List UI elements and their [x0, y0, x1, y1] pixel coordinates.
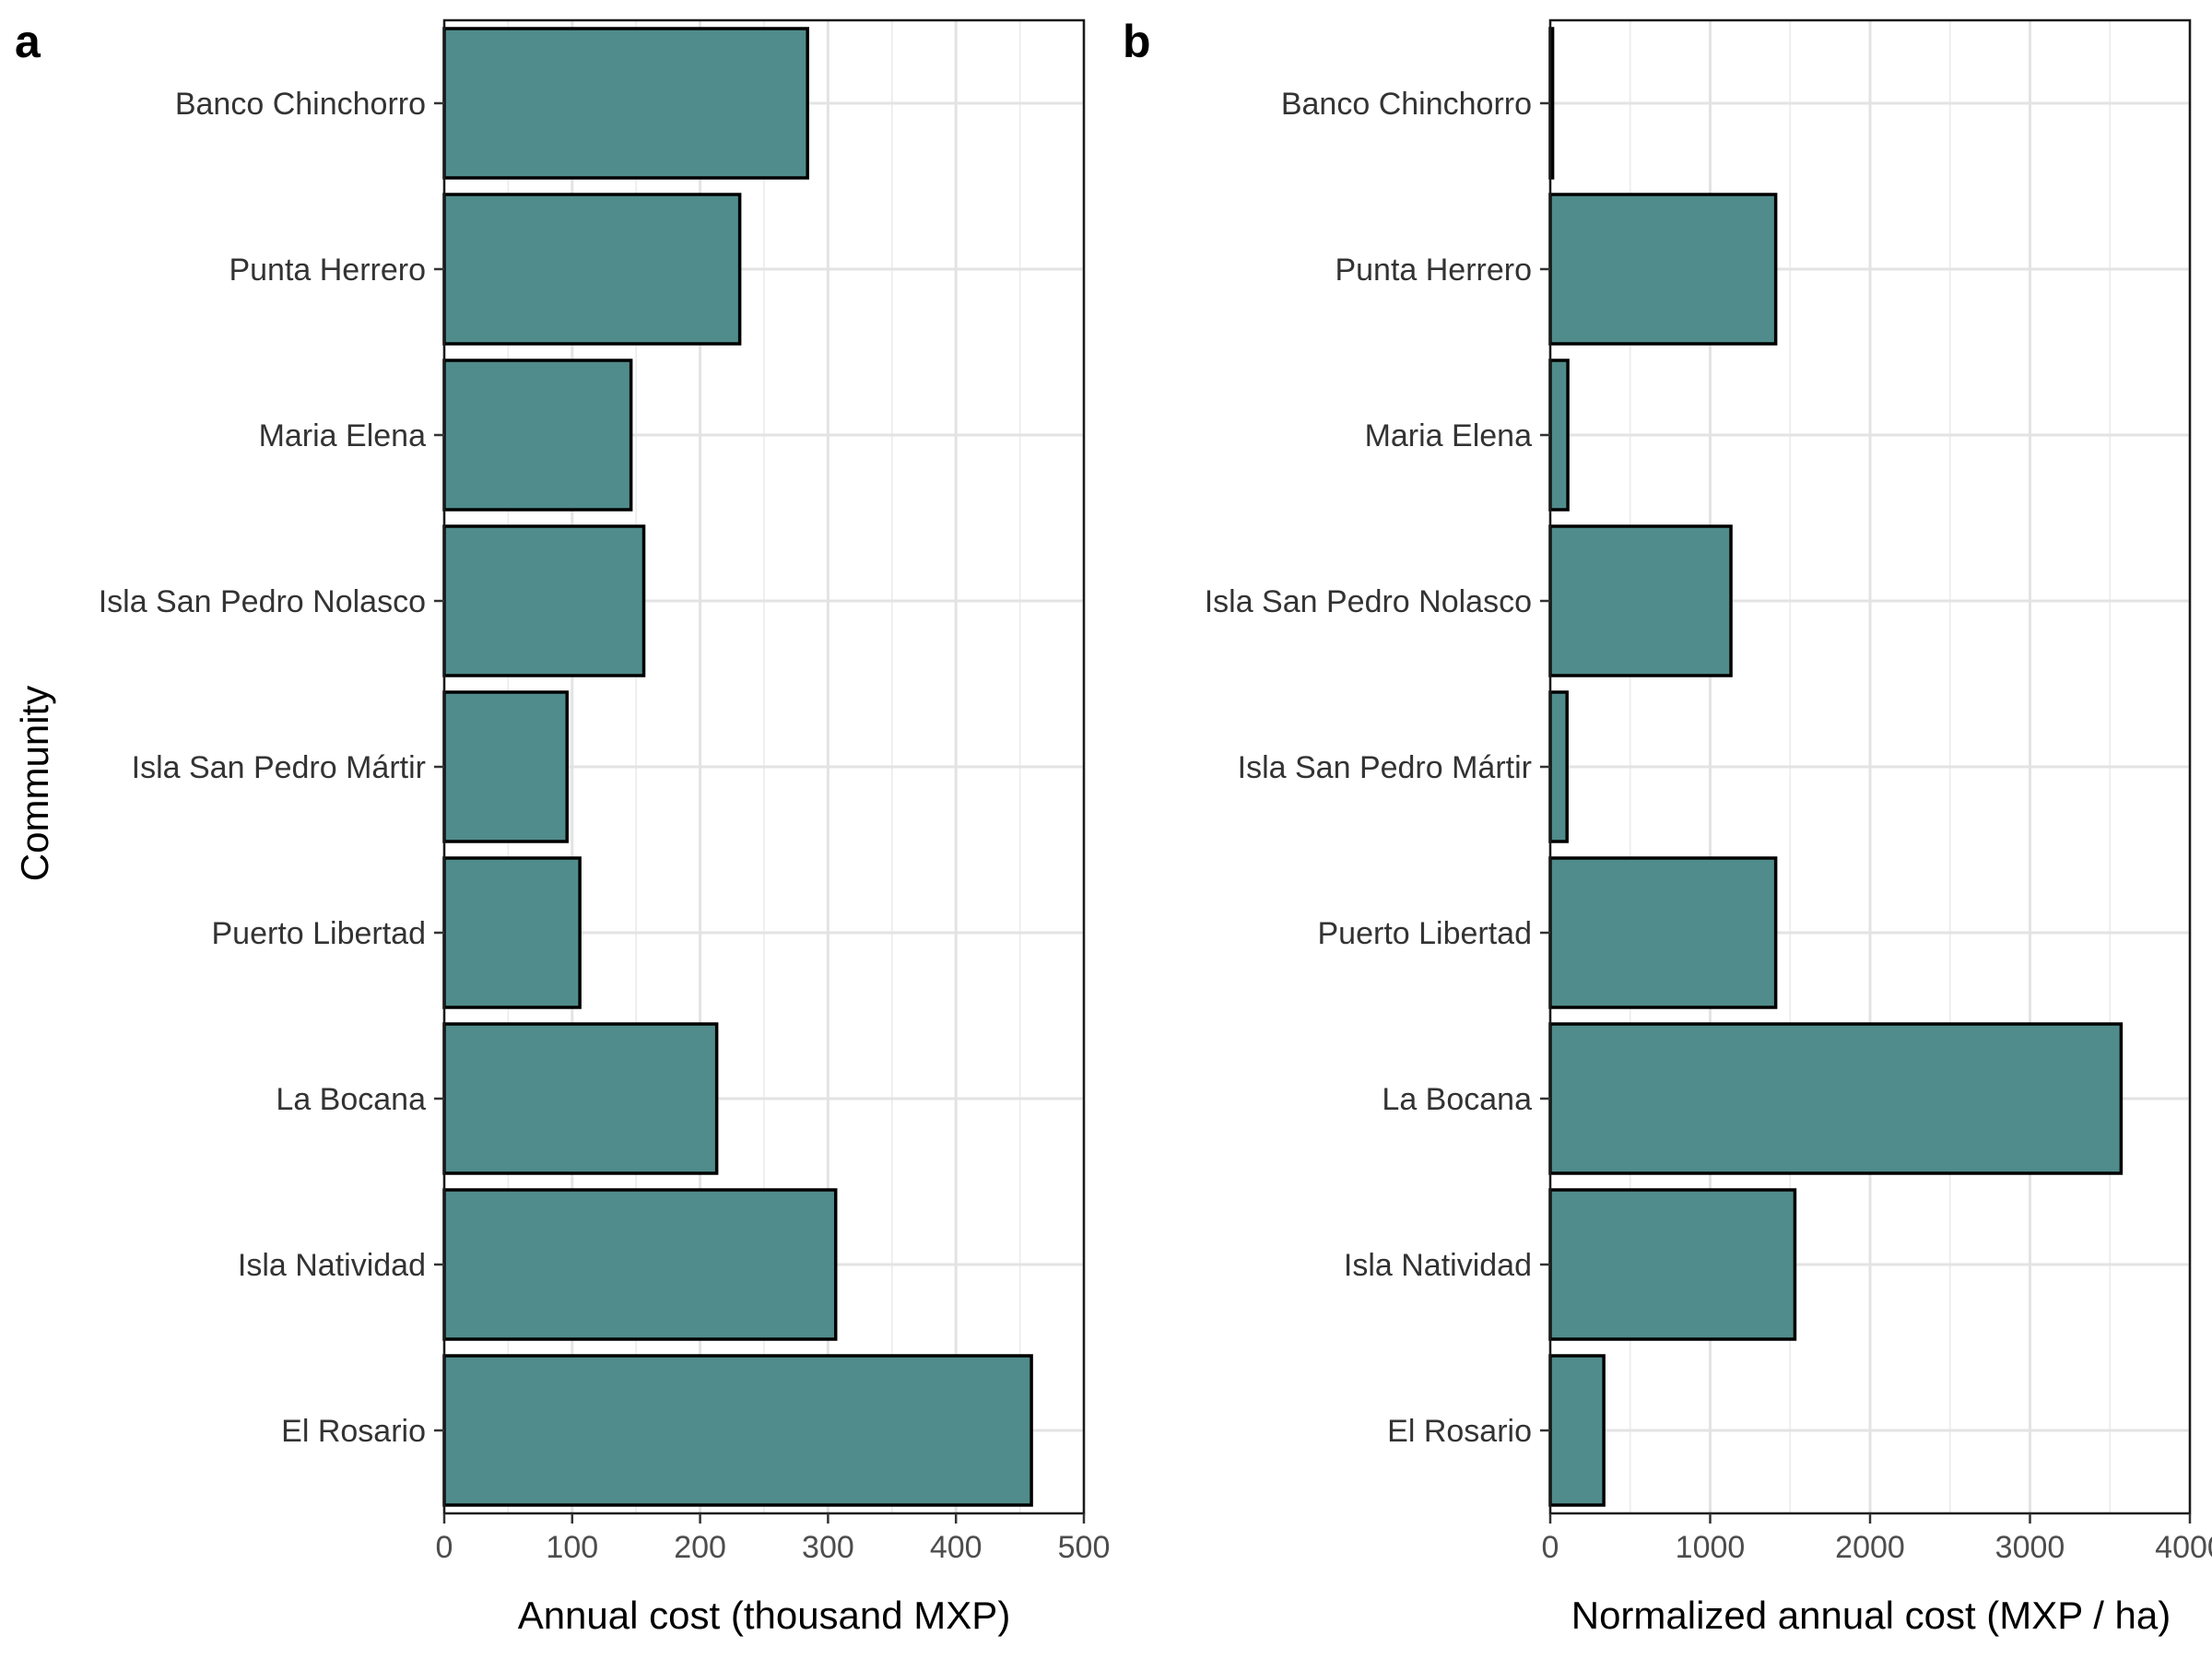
community-axis-title: Community	[13, 686, 56, 881]
panel-a-category-label: Puerto Libertad	[212, 916, 427, 951]
panel-b-category-label: Isla San Pedro Nolasco	[1205, 584, 1532, 619]
panel-b-bar	[1548, 1188, 1797, 1341]
panel-b-label: b	[1123, 16, 1151, 67]
panel-b-category-label: Isla Natividad	[1344, 1248, 1532, 1283]
panel-a-x-tick-label: 200	[674, 1530, 726, 1565]
panel-b-bar	[1548, 856, 1778, 1009]
panel-b-category-label: Maria Elena	[1365, 418, 1533, 453]
panel-b-bar	[1548, 690, 1569, 843]
panel-a-category-label: Banco Chinchorro	[175, 87, 426, 122]
panel-a-bar	[442, 359, 633, 512]
panel-a-bar	[442, 193, 742, 346]
panel-b-x-tick-label: 0	[1542, 1530, 1559, 1565]
panel-a-x-tick-label: 300	[802, 1530, 854, 1565]
panel-b-bar	[1548, 359, 1570, 512]
panel-a-bar	[442, 524, 646, 677]
panel-a-x-tick-label: 400	[930, 1530, 982, 1565]
panel-a-category-label: El Rosario	[281, 1414, 426, 1449]
panel-b-category-label: Punta Herrero	[1335, 253, 1532, 288]
panel-b-bar	[1548, 1022, 2124, 1175]
panel-a-category-label: Isla San Pedro Mártir	[132, 750, 426, 785]
panel-a-category-label: Isla San Pedro Nolasco	[99, 584, 426, 619]
panel-b-x-tick-label: 1000	[1676, 1530, 1746, 1565]
panel-b-bar	[1548, 524, 1733, 677]
panel-b-category-label: Isla San Pedro Mártir	[1238, 750, 1532, 785]
panel-a-x-tick-label: 0	[436, 1530, 453, 1565]
panel-b-category-label: Puerto Libertad	[1318, 916, 1533, 951]
panel-a-category-label: Maria Elena	[259, 418, 427, 453]
panel-b-category-label: Banco Chinchorro	[1281, 87, 1532, 122]
panel-a-bar	[442, 856, 582, 1009]
panel-a-bar	[442, 1354, 1033, 1507]
panel-b-bar	[1548, 193, 1778, 346]
panel-a-category-label: Isla Natividad	[238, 1248, 426, 1283]
panel-b-bar	[1548, 1354, 1606, 1507]
panel-a-category-label: La Bocana	[276, 1082, 426, 1117]
panel-a-x-axis-title: Annual cost (thousand MXP)	[518, 1594, 1011, 1637]
panel-a-x-tick-label: 500	[1058, 1530, 1111, 1565]
panel-a-bar	[442, 690, 569, 843]
panel-a-category-label: Punta Herrero	[229, 253, 426, 288]
panel-b-x-tick-label: 4000	[2155, 1530, 2212, 1565]
panel-a: Banco Chinchorro Punta Herrero Maria Elena…	[99, 18, 1111, 1565]
panel-b-x-tick-label: 2000	[1835, 1530, 1905, 1565]
panel-a-label: a	[15, 16, 41, 67]
panel-b-x-axis-title: Normalized annual cost (MXP / ha)	[1571, 1594, 2171, 1637]
panel-b-category-label: La Bocana	[1382, 1082, 1532, 1117]
panel-a-x-tick-label: 100	[546, 1530, 598, 1565]
panel-b: Banco Chinchorro Punta Herrero Maria Elena…	[1205, 18, 2212, 1565]
panel-b-category-label: El Rosario	[1387, 1414, 1532, 1449]
panel-a-bar	[442, 1188, 838, 1341]
panel-a-bar	[442, 1022, 719, 1175]
panel-b-x-tick-label: 3000	[1995, 1530, 2065, 1565]
panel-a-bar	[442, 27, 809, 180]
